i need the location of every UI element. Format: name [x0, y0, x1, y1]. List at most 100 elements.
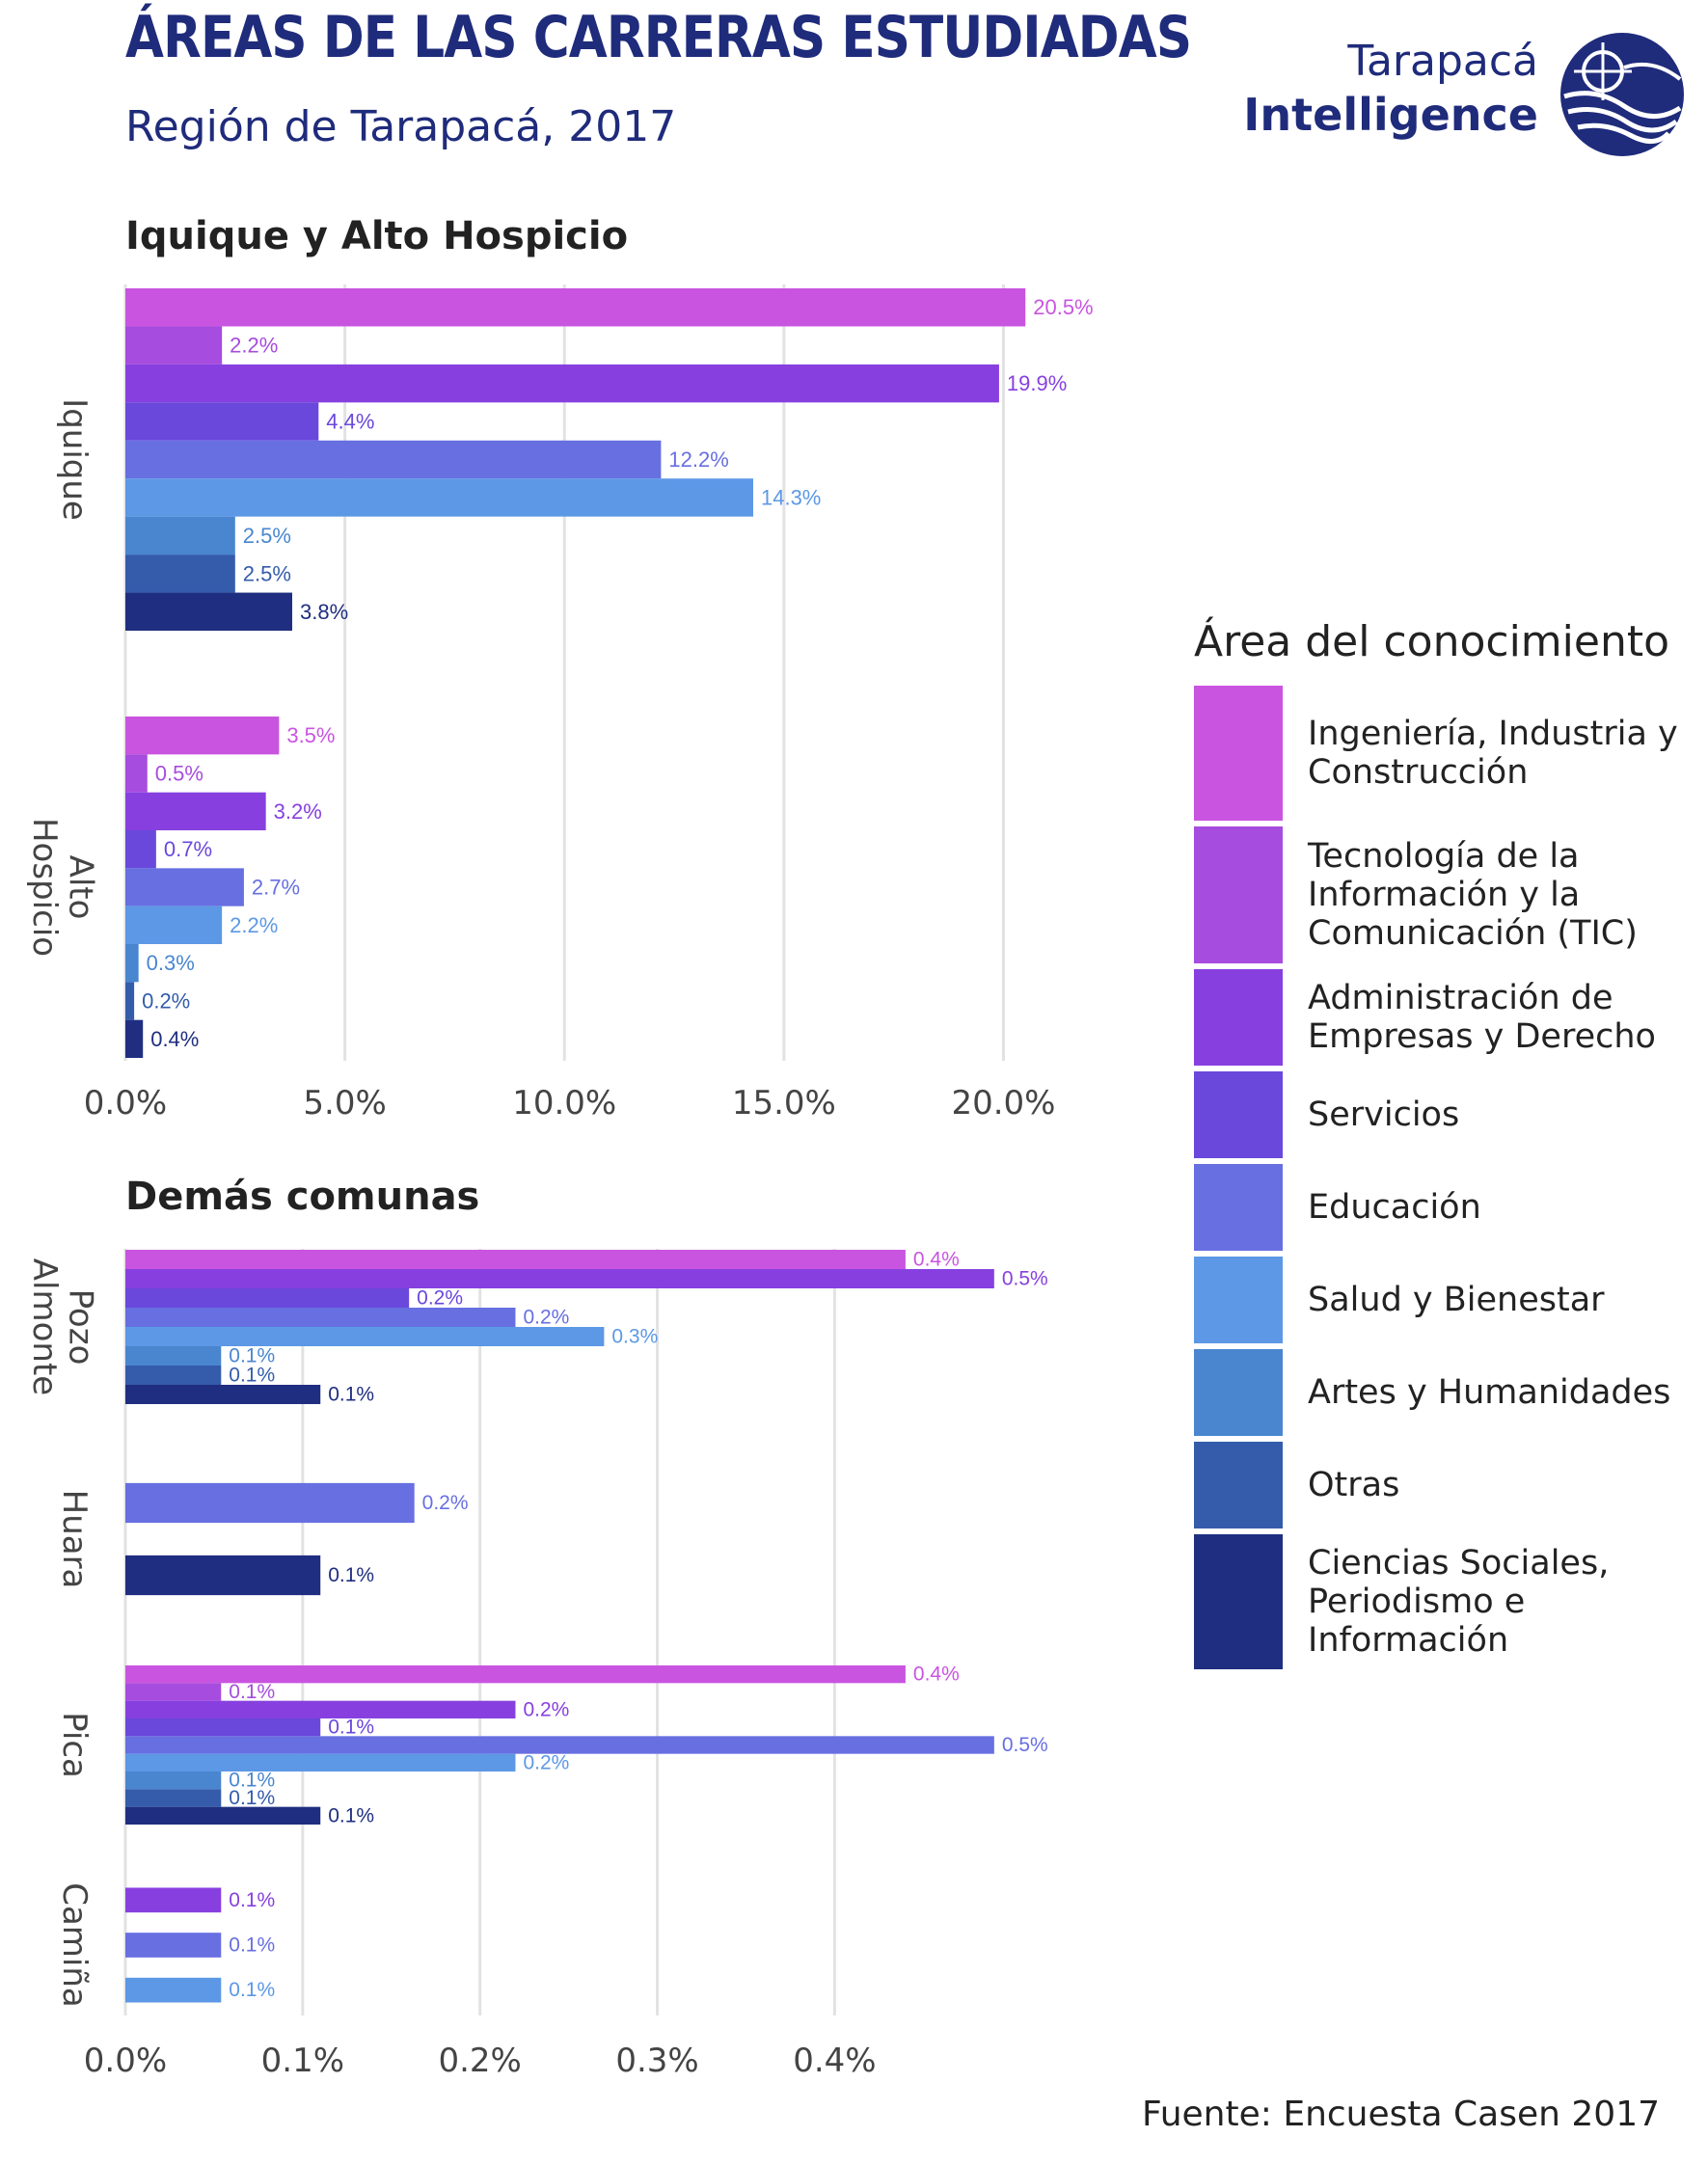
group-label: Camiña	[55, 1882, 94, 2008]
group-label: PozoAlmonte	[25, 1258, 99, 1395]
bar	[125, 830, 156, 869]
bar	[125, 1327, 605, 1346]
bar	[125, 1933, 222, 1958]
bar	[125, 1665, 906, 1684]
x-tick-label: 5.0%	[303, 1084, 386, 1123]
legend-label: Ciencias Sociales, Periodismo e Informac…	[1308, 1544, 1610, 1660]
bar	[125, 1555, 321, 1596]
bar-value-label: 0.7%	[164, 837, 212, 861]
legend-swatch	[1194, 1164, 1283, 1251]
legend-item: Salud y Bienestar	[1194, 1257, 1695, 1343]
bar-value-label: 0.1%	[328, 1384, 374, 1406]
legend: Área del conocimiento Ingeniería, Indust…	[1194, 617, 1695, 1675]
legend-item: Educación	[1194, 1164, 1695, 1251]
bar	[125, 868, 244, 906]
bar-value-label: 0.1%	[229, 1345, 275, 1367]
bar	[125, 555, 235, 593]
x-tick-label: 15.0%	[732, 1084, 836, 1123]
legend-item: Tecnología de la Información y la Comuni…	[1194, 826, 1695, 963]
legend-swatch	[1194, 1349, 1283, 1436]
source-note: Fuente: Encuesta Casen 2017	[1141, 2095, 1660, 2134]
bar-value-label: 0.1%	[229, 1787, 275, 1809]
bar	[125, 717, 280, 755]
bar-value-label: 2.5%	[243, 561, 291, 585]
bar-value-label: 4.4%	[326, 410, 374, 434]
bar	[125, 906, 223, 944]
legend-swatch	[1194, 826, 1283, 963]
legend-item: Servicios	[1194, 1071, 1695, 1158]
bar	[125, 1736, 994, 1754]
bar-value-label: 0.1%	[229, 1770, 275, 1792]
bar	[125, 1269, 994, 1288]
bar-value-label: 2.5%	[243, 524, 291, 548]
bar	[125, 1346, 222, 1366]
bar	[125, 754, 148, 793]
bar	[125, 364, 999, 403]
bar	[125, 288, 1026, 327]
bar-value-label: 0.4%	[150, 1027, 199, 1051]
bar-value-label: 0.5%	[1002, 1268, 1048, 1290]
legend-label: Otras	[1308, 1466, 1400, 1504]
panel-title-iquique-alto-hospicio: Iquique y Alto Hospicio	[125, 214, 629, 258]
bar	[125, 1308, 516, 1327]
bar	[125, 944, 139, 983]
group-label: AltoHospicio	[25, 818, 99, 957]
compass-globe-icon	[1560, 33, 1684, 156]
bar	[125, 592, 292, 631]
chart-subtitle: Región de Tarapacá, 2017	[125, 102, 677, 151]
bar-value-label: 0.2%	[523, 1751, 569, 1773]
bar-value-label: 14.3%	[761, 485, 821, 509]
bar-value-label: 0.5%	[1002, 1734, 1048, 1756]
bar	[125, 1482, 415, 1524]
bar-value-label: 0.3%	[147, 951, 195, 975]
legend-swatch	[1194, 1534, 1283, 1669]
bar-value-label: 0.5%	[155, 762, 203, 786]
bar	[125, 1700, 516, 1718]
bar-value-label: 0.2%	[417, 1287, 463, 1310]
legend-label: Educación	[1308, 1188, 1481, 1227]
legend-swatch	[1194, 1071, 1283, 1158]
bar	[125, 1366, 222, 1385]
group-label: Iquique	[55, 398, 94, 521]
bar-value-label: 3.2%	[274, 799, 322, 824]
bar-value-label: 2.2%	[230, 334, 278, 358]
bar-value-label: 0.2%	[422, 1492, 469, 1514]
bar	[125, 326, 223, 365]
bar-value-label: 0.2%	[142, 989, 190, 1014]
bar	[125, 1806, 321, 1825]
x-tick-label: 0.0%	[84, 1084, 167, 1123]
x-tick-label: 0.2%	[438, 2042, 521, 2080]
legend-item: Ingeniería, Industria y Construcción	[1194, 686, 1695, 821]
chart-title: ÁREAS DE LAS CARRERAS ESTUDIADAS	[125, 4, 1192, 71]
group-label-line: Almonte	[25, 1258, 64, 1395]
x-tick-label: 0.1%	[261, 2042, 344, 2080]
bar	[125, 402, 319, 441]
bar-value-label: 0.3%	[611, 1326, 658, 1348]
bar	[125, 792, 266, 830]
legend-title: Área del conocimiento	[1194, 617, 1670, 666]
bar-value-label: 0.4%	[913, 1664, 960, 1686]
legend-label: Servicios	[1308, 1096, 1460, 1134]
bar-value-label: 20.5%	[1033, 295, 1093, 319]
x-tick-label: 10.0%	[512, 1084, 616, 1123]
bar-value-label: 0.1%	[328, 1804, 374, 1826]
bar-value-label: 0.1%	[229, 1979, 275, 2001]
bar-value-label: 12.2%	[668, 447, 728, 472]
bar-value-label: 0.2%	[523, 1307, 569, 1329]
x-tick-label: 0.0%	[84, 2042, 167, 2080]
chart-iquique-alto-hospicio: 0.0% 5.0% 10.0% 15.0% 20.0% Iquique 20.5% 2.2% 1…	[25, 284, 1094, 1123]
bar	[125, 440, 662, 479]
bar	[125, 1772, 222, 1790]
bar	[125, 1019, 144, 1058]
x-tick-label: 20.0%	[951, 1084, 1055, 1123]
x-tick-label: 0.3%	[615, 2042, 698, 2080]
bar-value-label: 2.2%	[230, 913, 278, 937]
bar	[125, 1288, 410, 1308]
bar	[125, 1683, 222, 1701]
group-label: Pica	[55, 1712, 94, 1778]
x-tick-label: 0.4%	[793, 2042, 876, 2080]
legend-swatch	[1194, 969, 1283, 1066]
bar-value-label: 2.7%	[252, 876, 300, 900]
chart-demas-comunas: 0.0% 0.1% 0.2% 0.3% 0.4% PozoAlmonte 0.4% 0.5% 0…	[25, 1249, 1048, 2081]
legend-swatch	[1194, 1257, 1283, 1343]
